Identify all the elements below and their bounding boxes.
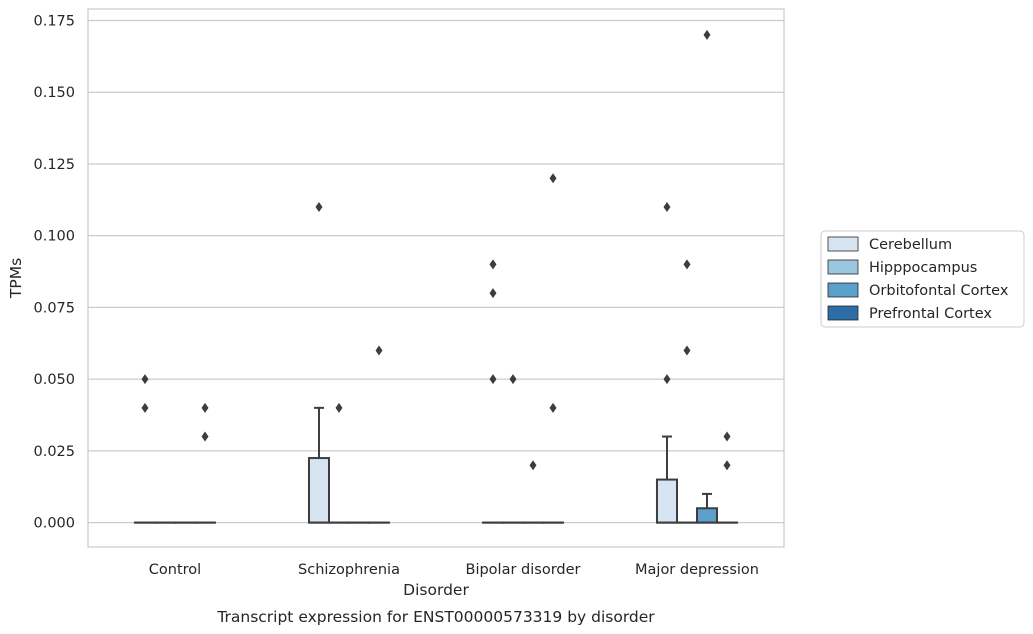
x-tick-label: Bipolar disorder <box>466 562 581 578</box>
legend-label: Orbitofontal Cortex <box>869 283 1009 299</box>
box-group <box>696 492 719 524</box>
outlier-point <box>683 345 691 356</box>
outlier-point <box>723 431 731 442</box>
y-axis-label: TPMs <box>7 258 25 299</box>
y-tick-label: 0.175 <box>33 13 75 29</box>
box-rect <box>307 457 330 524</box>
outlier-point <box>549 173 557 184</box>
legend-swatch <box>827 259 859 275</box>
outlier-point <box>549 402 557 413</box>
y-tick-label: 0.025 <box>33 444 75 460</box>
x-tick-label: Control <box>149 562 201 578</box>
box-rect <box>655 478 678 524</box>
chart-title: Transcript expression for ENST0000057331… <box>216 608 655 626</box>
y-tick-label: 0.150 <box>33 85 75 101</box>
box-group <box>655 435 678 524</box>
outlier-point <box>141 374 149 385</box>
outlier-point <box>663 374 671 385</box>
outlier-point <box>335 402 343 413</box>
outlier-point <box>201 431 209 442</box>
outlier-point <box>489 259 497 270</box>
y-tick-label: 0.125 <box>33 157 75 173</box>
outlier-points <box>141 29 731 471</box>
legend-label: Cerebellum <box>869 237 952 253</box>
y-tick-label: 0.050 <box>33 372 75 388</box>
outlier-point <box>509 374 517 385</box>
y-tick-label: 0.000 <box>33 516 75 532</box>
outlier-point <box>683 259 691 270</box>
legend-frame <box>820 230 1025 328</box>
x-tick-label: Schizophrenia <box>298 562 400 578</box>
y-tick-labels: 0.000 0.025 0.050 0.075 0.100 0.125 0.150 0.175 <box>33 13 75 531</box>
legend-swatch <box>827 305 859 321</box>
outlier-point <box>315 201 323 212</box>
x-tick-label: Major depression <box>635 562 759 578</box>
boxes <box>133 406 739 524</box>
legend-swatch <box>827 282 859 298</box>
outlier-point <box>703 29 711 40</box>
outlier-point <box>529 460 537 471</box>
outlier-point <box>663 201 671 212</box>
outlier-point <box>489 374 497 385</box>
y-tick-label: 0.100 <box>33 229 75 245</box>
x-axis-label: Disorder <box>403 581 469 599</box>
outlier-point <box>141 402 149 413</box>
outlier-point <box>489 288 497 299</box>
outlier-point <box>723 460 731 471</box>
legend-label: Hipppocampus <box>869 260 977 276</box>
box-group <box>307 406 330 524</box>
y-tick-label: 0.075 <box>33 300 75 316</box>
outlier-point <box>201 402 209 413</box>
outlier-point <box>375 345 383 356</box>
legend-label: Prefrontal Cortex <box>869 306 992 322</box>
plot-area-frame <box>87 8 785 548</box>
legend-swatch <box>827 236 859 252</box>
legend: Cerebellum Hipppocampus Orbitofontal Corte… <box>820 230 1025 328</box>
x-tick-labels: Control Schizophrenia Bipolar disorder Majo… <box>149 562 759 578</box>
box-rect <box>696 507 719 524</box>
